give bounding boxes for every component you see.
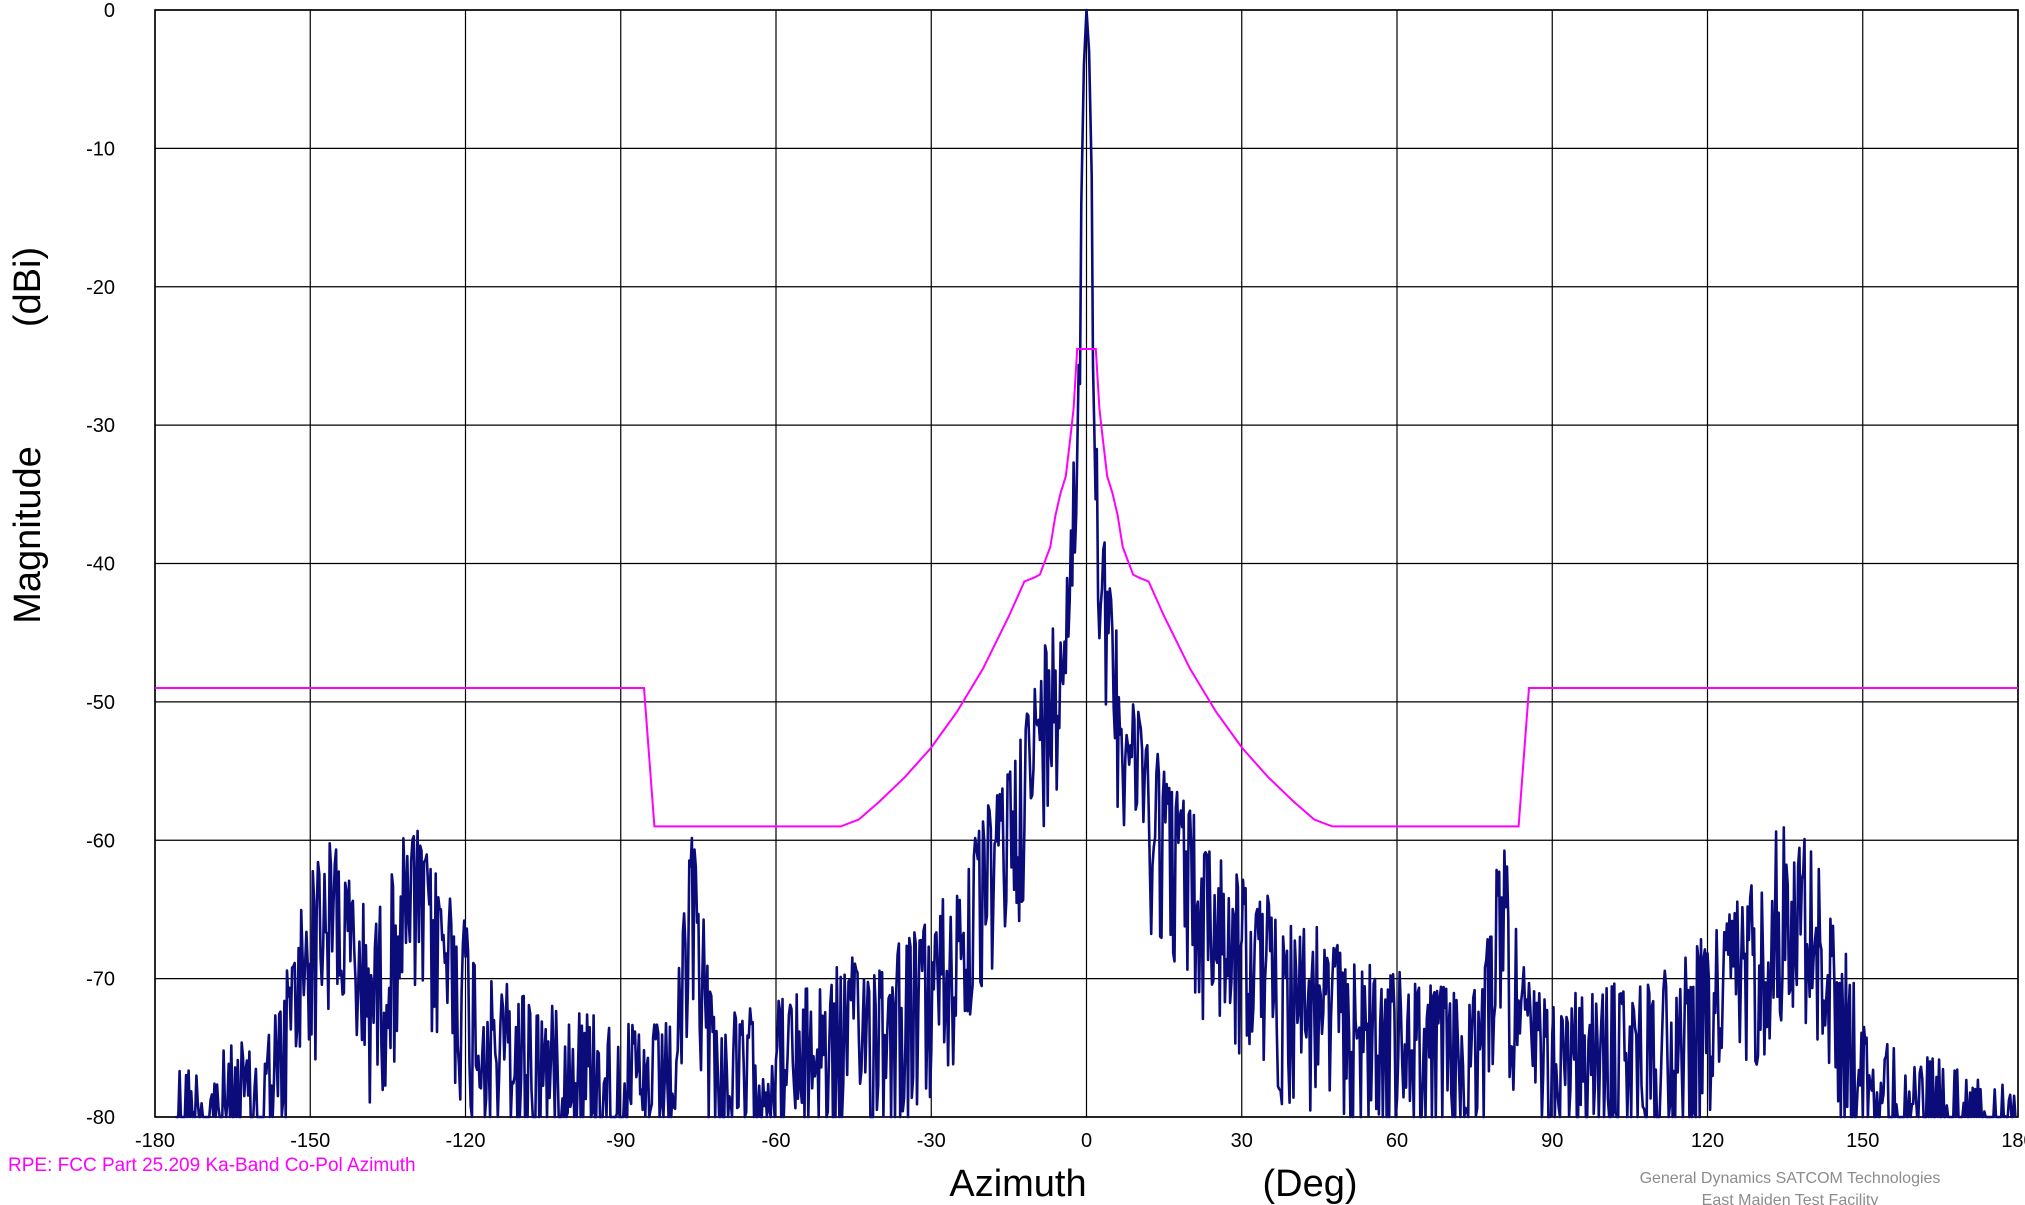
chart-series <box>155 8 2018 1119</box>
x-tick-label: 120 <box>1691 1130 1724 1152</box>
x-tick-label: 60 <box>1386 1130 1408 1152</box>
x-tick-label: 0 <box>1081 1130 1092 1152</box>
y-tick-label: -10 <box>86 138 115 160</box>
y-tick-label: -80 <box>86 1107 115 1129</box>
y-tick-label: -50 <box>86 692 115 714</box>
y-tick-label: 0 <box>104 0 115 22</box>
y-axis-label-magnitude: Magnitude <box>7 446 49 623</box>
rpe-mask-line <box>155 348 2018 828</box>
x-tick-label: -150 <box>290 1130 330 1152</box>
y-tick-label: -40 <box>86 554 115 576</box>
y-tick-label: -70 <box>86 969 115 991</box>
credit-line-1: General Dynamics SATCOM Technologies <box>1640 1170 1941 1187</box>
measured-pattern-line <box>175 8 2017 1119</box>
x-tick-label: 90 <box>1541 1130 1563 1152</box>
x-axis-label-azimuth: Azimuth <box>949 1163 1086 1205</box>
rpe-annotation: RPE: FCC Part 25.209 Ka-Band Co-Pol Azim… <box>8 1155 416 1176</box>
y-axis-label-unit: (dBi) <box>7 247 49 327</box>
x-tick-label: -120 <box>445 1130 485 1152</box>
x-tick-label: 150 <box>1846 1130 1879 1152</box>
x-tick-label: -180 <box>135 1130 175 1152</box>
credit-line-2: East Maiden Test Facility <box>1702 1192 1879 1205</box>
y-tick-labels: 0 -10 -20 -30 -40 -50 -60 -70 -80 <box>86 0 115 1129</box>
y-tick-label: -30 <box>86 415 115 437</box>
x-tick-label: 30 <box>1231 1130 1253 1152</box>
x-tick-labels: -180 -150 -120 -90 -60 -30 0 30 60 90 120 150 180 <box>135 1130 2025 1152</box>
x-axis-label-unit: (Deg) <box>1262 1163 1357 1205</box>
x-tick-label: -90 <box>606 1130 635 1152</box>
y-tick-label: -60 <box>86 830 115 852</box>
y-tick-label: -20 <box>86 277 115 299</box>
x-tick-label: 180 <box>2001 1130 2025 1152</box>
x-tick-label: -60 <box>762 1130 791 1152</box>
x-tick-label: -30 <box>917 1130 946 1152</box>
